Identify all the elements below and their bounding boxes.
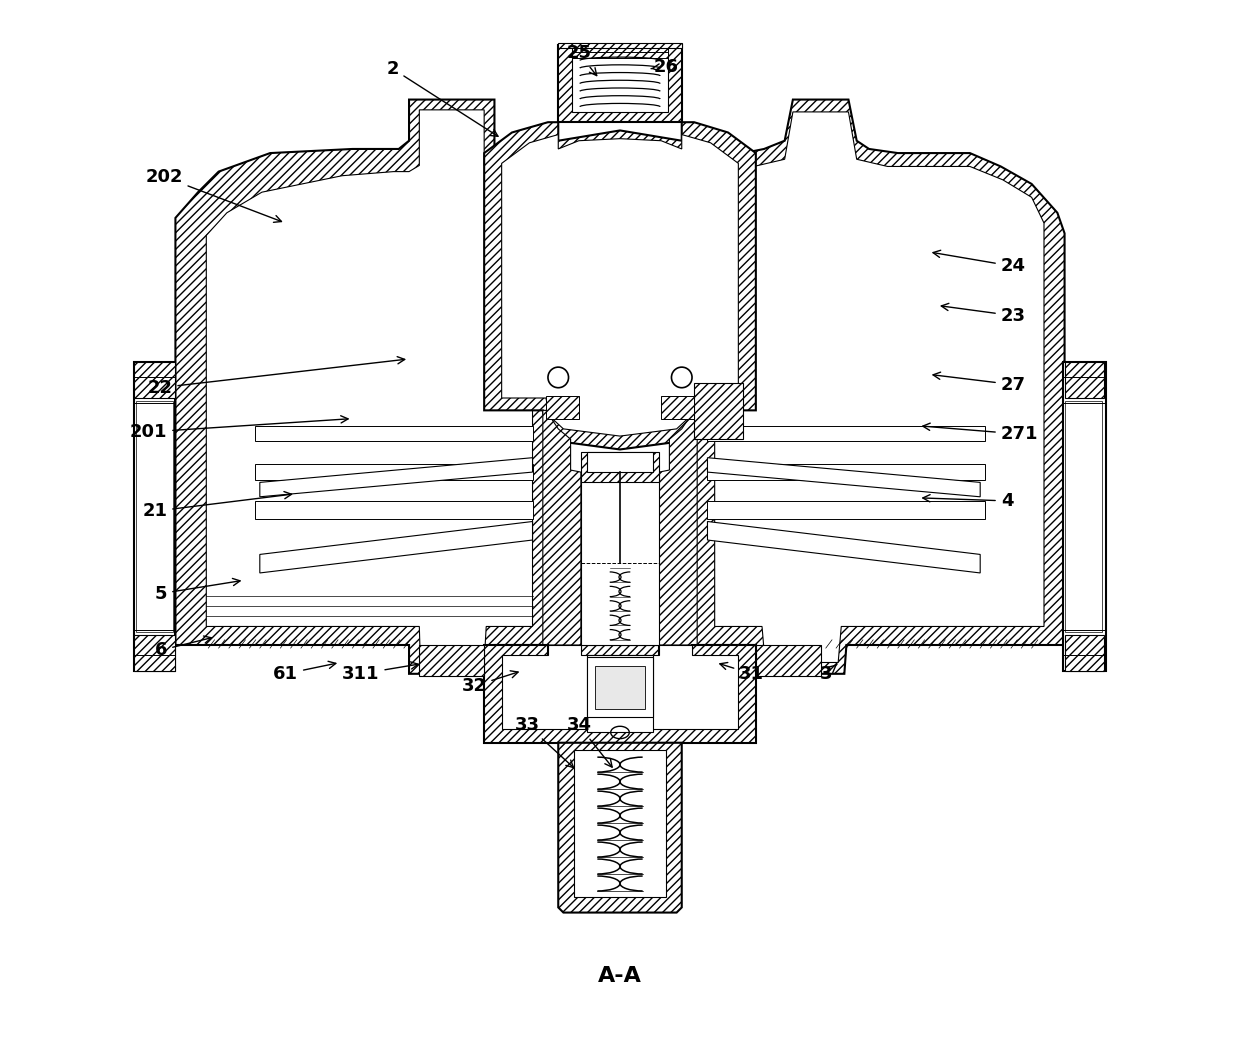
Bar [661,396,694,418]
Polygon shape [708,522,980,573]
Polygon shape [756,645,821,676]
Text: 2: 2 [386,59,498,137]
Polygon shape [484,645,756,743]
Polygon shape [175,99,548,674]
Polygon shape [714,112,1044,662]
Polygon shape [502,135,738,436]
Polygon shape [254,464,532,481]
Text: 24: 24 [932,250,1025,275]
Polygon shape [558,743,682,913]
Polygon shape [660,410,697,645]
Text: 26: 26 [651,57,678,76]
Text: 32: 32 [461,671,518,695]
Text: 23: 23 [941,304,1025,324]
Bar [134,362,175,671]
Bar [1065,362,1104,398]
Bar [580,452,660,483]
Text: 27: 27 [932,372,1025,393]
Text: 33: 33 [515,717,574,768]
Text: A-A: A-A [598,967,642,987]
Bar [572,48,668,58]
Bar [134,635,175,671]
Polygon shape [260,458,532,496]
Polygon shape [694,99,1065,674]
Text: 25: 25 [567,44,596,75]
Text: 22: 22 [148,357,404,396]
Text: 3: 3 [820,664,837,683]
Bar [546,396,579,418]
Text: 4: 4 [923,492,1013,510]
Bar [1063,362,1106,671]
Text: 31: 31 [720,662,764,683]
Text: 61: 61 [273,661,336,683]
Text: 21: 21 [143,491,291,520]
Polygon shape [419,645,484,676]
Polygon shape [587,452,653,472]
Text: 5: 5 [155,579,241,603]
Polygon shape [543,410,580,645]
Polygon shape [260,522,532,573]
Bar [136,402,174,632]
Polygon shape [254,501,532,519]
Polygon shape [587,655,653,732]
Polygon shape [484,122,756,450]
Bar [572,46,668,52]
Polygon shape [254,426,532,441]
Text: 311: 311 [342,662,418,683]
Bar [580,472,660,645]
Text: 34: 34 [567,717,613,768]
Polygon shape [574,750,666,897]
Bar [134,362,175,398]
Polygon shape [206,110,532,662]
Bar [1065,402,1101,632]
Polygon shape [708,464,986,481]
Bar [595,665,645,709]
Bar [558,45,682,122]
Polygon shape [708,426,986,441]
Bar [587,657,653,717]
Polygon shape [502,645,738,729]
Bar [558,43,682,48]
Polygon shape [708,501,986,519]
Text: 271: 271 [923,423,1038,443]
Text: 6: 6 [155,636,211,659]
Bar [1065,635,1104,671]
Text: 201: 201 [130,416,348,441]
Polygon shape [694,383,744,439]
Bar [572,50,668,112]
Polygon shape [708,458,980,496]
Text: 202: 202 [145,168,281,222]
